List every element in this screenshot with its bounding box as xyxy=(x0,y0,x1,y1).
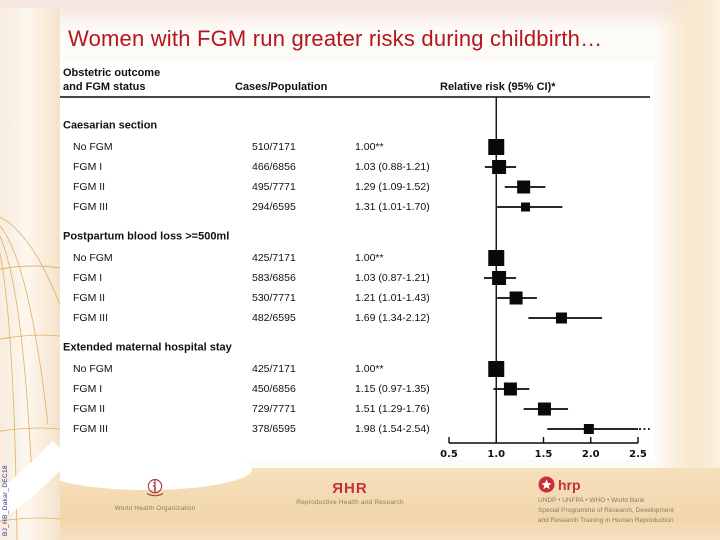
hrp-description: UNDP • UNFPA • WHO • World Bank Special … xyxy=(538,496,716,526)
row-rr: 1.29 (1.09-1.52) xyxy=(355,180,430,193)
row-rr: 1.69 (1.34-2.12) xyxy=(355,311,430,324)
rhr-logo-block: ЯHR Reproductive Health and Research xyxy=(290,480,410,506)
hrp-line-1: UNDP • UNFPA • WHO • World Bank xyxy=(538,497,645,504)
rr-marker xyxy=(492,160,507,174)
hrp-logo-block: hrp UNDP • UNFPA • WHO • World Bank Spec… xyxy=(538,476,716,526)
tick-label: 1.5 xyxy=(535,449,553,460)
row-cases: 583/6856 xyxy=(252,271,296,284)
column-header-relative-risk: Relative risk (95% CI)* xyxy=(440,81,556,93)
row-cases: 425/7171 xyxy=(252,362,296,375)
group-label: Postpartum blood loss >=500ml xyxy=(63,230,230,243)
row-label: FGM I xyxy=(73,271,103,284)
right-decoration-band xyxy=(654,0,720,540)
hrp-wordmark: hrp xyxy=(558,476,581,493)
hrp-line-2: Special Programme of Research, Developme… xyxy=(538,507,674,515)
row-cases: 510/7171 xyxy=(252,140,296,153)
footer: World Health Organization ЯHR Reproducti… xyxy=(0,448,720,540)
who-label: World Health Organization xyxy=(114,505,196,512)
row-cases: 530/7771 xyxy=(252,291,296,304)
column-header-outcome-line2: and FGM status xyxy=(63,81,146,93)
row-label: FGM I xyxy=(73,160,103,173)
who-logo-block: World Health Organization xyxy=(100,478,210,512)
rhr-label: Reproductive Health and Research xyxy=(296,499,404,506)
row-label: FGM I xyxy=(73,382,103,395)
row-label: FGM III xyxy=(73,200,108,213)
row-label: No FGM xyxy=(73,251,113,264)
row-rr: 1.31 (1.01-1.70) xyxy=(355,200,430,213)
slide-title: Women with FGM run greater risks during … xyxy=(68,26,603,51)
tick-label: 2.0 xyxy=(582,449,600,460)
row-label: No FGM xyxy=(73,362,113,375)
rr-marker xyxy=(509,291,523,305)
rhr-logo-icon: ЯHR xyxy=(332,480,368,497)
rr-marker xyxy=(503,382,517,396)
row-label: FGM II xyxy=(73,291,106,304)
left-decoration-band xyxy=(0,8,60,540)
row-cases: 294/6595 xyxy=(252,200,296,213)
row-cases: 729/7771 xyxy=(252,402,296,415)
row-label: FGM III xyxy=(73,422,108,435)
group-label: Extended maternal hospital stay xyxy=(63,341,232,354)
row-rr: 1.00** xyxy=(355,362,384,375)
forest-plot-canvas: 0.5 1.0 1.5 2.0 2.5 xyxy=(60,96,650,460)
who-emblem-icon xyxy=(146,479,164,497)
tick-label: 0.5 xyxy=(440,449,458,460)
group-label: Caesarian section xyxy=(63,119,158,132)
row-label: FGM III xyxy=(73,311,108,324)
tick-label: 1.0 xyxy=(487,449,505,460)
row-cases: 495/7771 xyxy=(252,180,296,193)
column-header-outcome-line1: Obstetric outcome xyxy=(63,67,161,79)
hrp-blob-icon xyxy=(538,476,555,493)
hrp-line-3: and Research Training in Human Reproduct… xyxy=(538,517,674,525)
row-rr: 1.03 (0.87-1.21) xyxy=(355,271,430,284)
row-rr: 1.03 (0.88-1.21) xyxy=(355,160,430,173)
rr-marker xyxy=(521,202,531,212)
row-cases: 378/6595 xyxy=(252,422,296,435)
forest-plot: Obstetric outcome and FGM status Cases/P… xyxy=(55,62,655,460)
row-cases: 450/6856 xyxy=(252,382,296,395)
row-rr: 1.00** xyxy=(355,251,384,264)
row-cases: 425/7171 xyxy=(252,251,296,264)
rr-marker xyxy=(537,402,551,416)
row-cases: 466/6856 xyxy=(252,160,296,173)
column-header-cases: Cases/Population xyxy=(235,81,328,93)
rr-marker xyxy=(555,312,567,324)
row-rr: 1.15 (0.97-1.35) xyxy=(355,382,430,395)
row-rr: 1.00** xyxy=(355,140,384,153)
row-rr: 1.98 (1.54-2.54) xyxy=(355,422,430,435)
row-cases: 482/6595 xyxy=(252,311,296,324)
rr-marker xyxy=(492,271,507,285)
row-rr: 1.21 (1.01-1.43) xyxy=(355,291,430,304)
tick-label: 2.5 xyxy=(629,449,647,460)
rr-marker xyxy=(488,250,505,266)
rr-marker xyxy=(583,424,594,434)
row-label: FGM II xyxy=(73,402,106,415)
rr-marker xyxy=(488,361,505,377)
hrp-logo: hrp xyxy=(538,476,716,493)
row-label: FGM II xyxy=(73,180,106,193)
row-label: No FGM xyxy=(73,140,113,153)
rr-marker xyxy=(517,180,531,194)
slide-id-label: BJ_HB_Dakar_DEC18 xyxy=(2,465,9,536)
rr-marker xyxy=(488,139,505,155)
row-rr: 1.51 (1.29-1.76) xyxy=(355,402,430,415)
